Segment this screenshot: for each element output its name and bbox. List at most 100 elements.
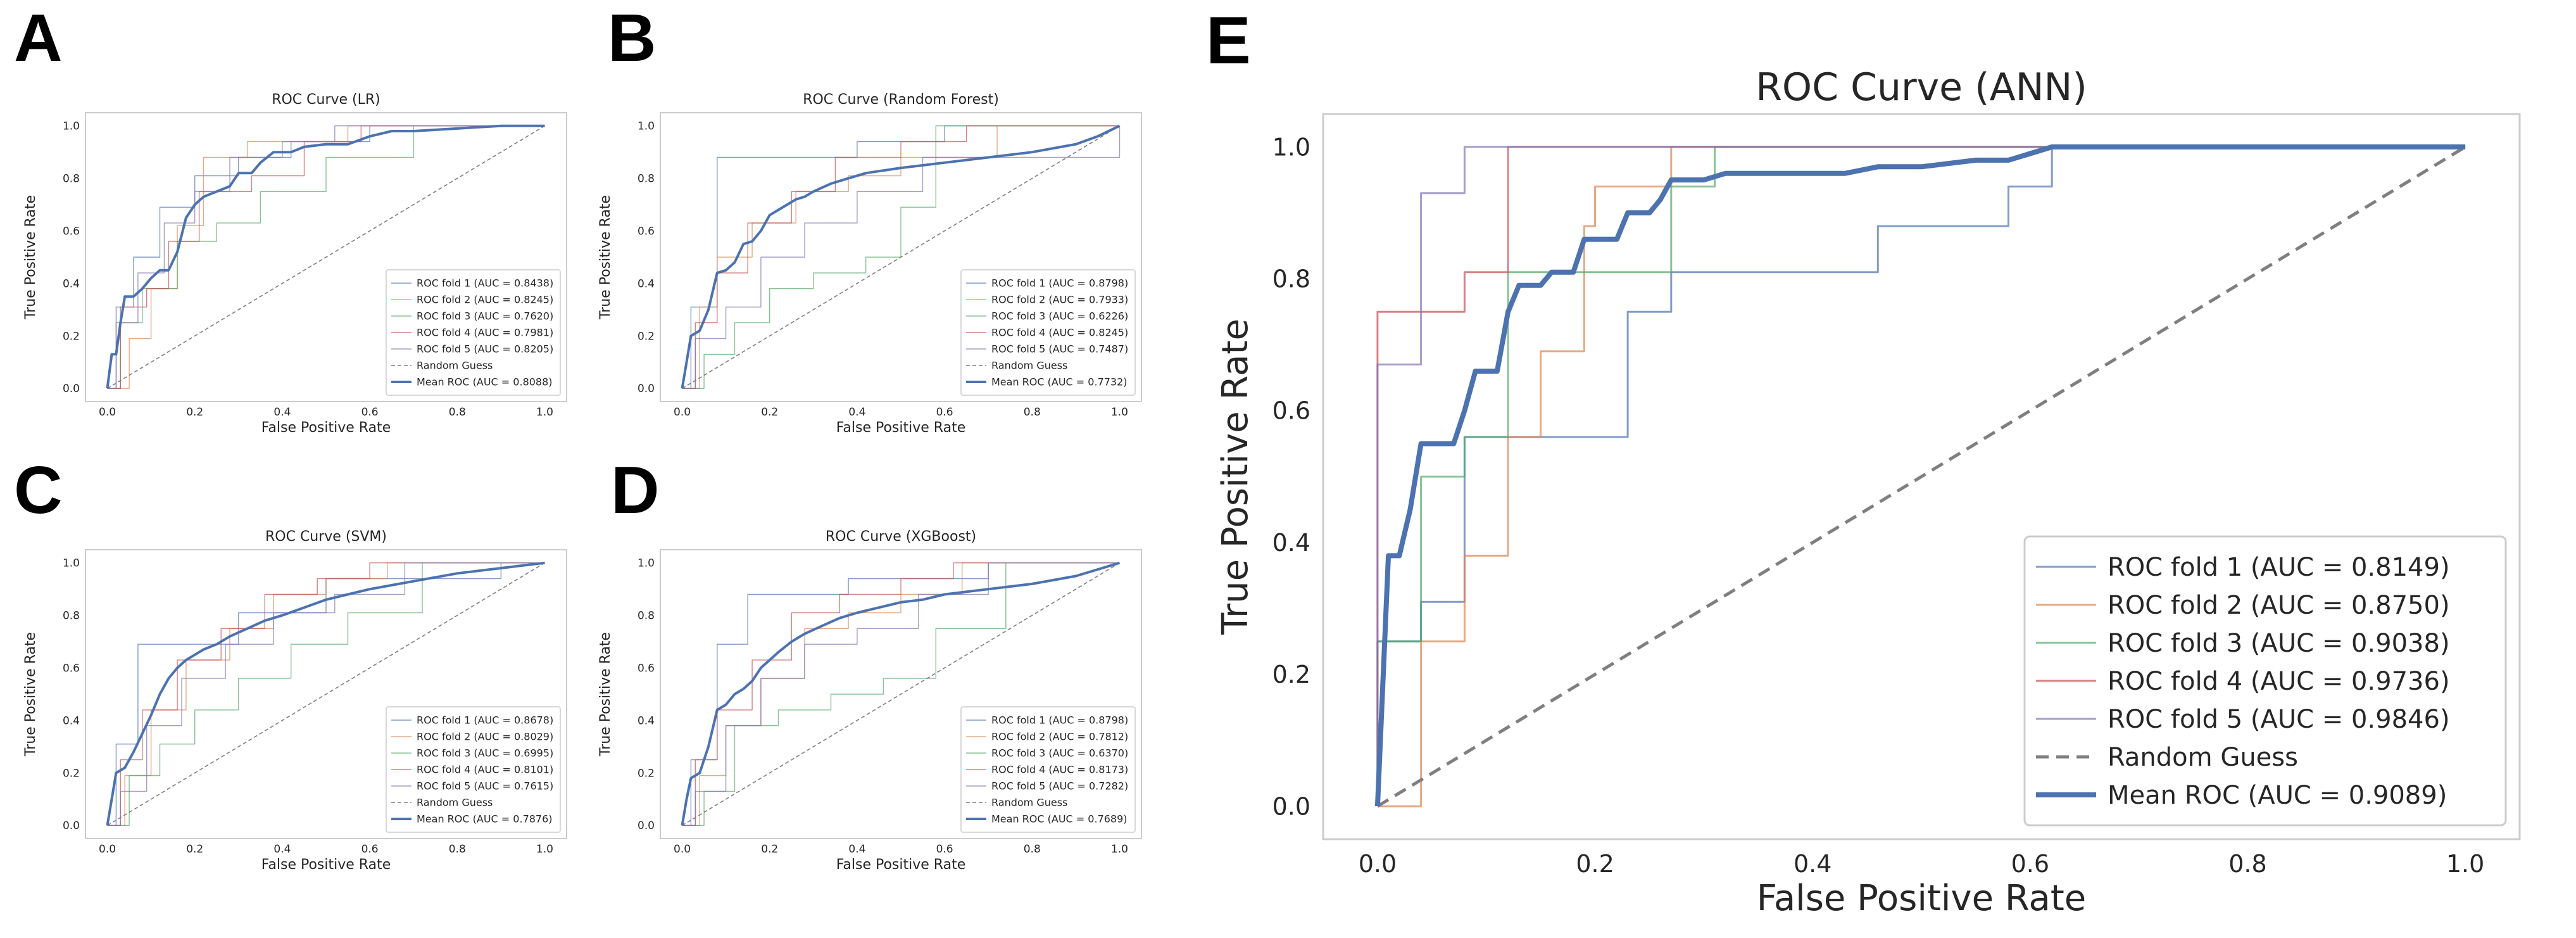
- legend-entry: ROC fold 4 (AUC = 0.8173): [991, 764, 1128, 776]
- x-tick-label: 1.0: [536, 843, 553, 856]
- mean-roc-line: [106, 561, 545, 826]
- y-tick-label: 0.4: [1272, 529, 1310, 557]
- x-tick-label: 0.4: [273, 843, 291, 856]
- x-tick-label: 0.8: [2228, 850, 2266, 878]
- random-guess-line: [1376, 145, 2466, 808]
- x-tick-label: 0.2: [186, 843, 203, 856]
- y-tick-label: 0.8: [638, 610, 655, 623]
- legend-entry: ROC fold 1 (AUC = 0.8438): [417, 277, 553, 289]
- y-tick-label: 0.4: [638, 714, 655, 727]
- x-tick-label: 0.6: [936, 843, 953, 856]
- y-axis-label: True Positive Rate: [23, 632, 39, 757]
- y-tick-label: 0.6: [638, 662, 655, 675]
- x-tick-label: 0.4: [848, 406, 865, 419]
- legend-box: [960, 269, 1136, 396]
- random-guess-line: [107, 562, 545, 826]
- y-tick-label: 0.2: [63, 767, 80, 780]
- panel-c: ROC Curve (SVM) 0.0 0.2 0.4 0.6 0.8 1.0 0.0 0.2 0…: [23, 529, 567, 873]
- y-tick-label: 1.0: [63, 120, 80, 133]
- y-tick-label: 0.2: [638, 767, 655, 780]
- x-axis-label: False Positive Rate: [261, 857, 391, 873]
- x-tick-label: 1.0: [1111, 843, 1128, 856]
- random-guess-line: [682, 562, 1120, 826]
- y-tick-label: 0.0: [1272, 792, 1310, 820]
- y-tick-label: 0.2: [1272, 661, 1310, 688]
- legend-entry: ROC fold 5 (AUC = 0.8205): [417, 343, 553, 355]
- roc-fold-5-line: [682, 125, 1121, 389]
- y-tick-label: 0.2: [638, 330, 655, 343]
- legend-entry: ROC fold 4 (AUC = 0.9736): [2108, 667, 2450, 696]
- x-tick-label: 0.2: [1576, 850, 1614, 878]
- y-axis-label: True Positive Rate: [1215, 319, 1256, 635]
- chart-title: ROC Curve (Random Forest): [803, 92, 999, 108]
- legend-entry: ROC fold 5 (AUC = 0.7615): [417, 780, 553, 792]
- x-tick-label: 0.8: [1024, 843, 1041, 856]
- legend-entry: Random Guess: [991, 360, 1067, 372]
- y-tick-label: 0.0: [638, 383, 655, 395]
- y-tick-label: 1.0: [638, 120, 655, 133]
- x-tick-label: 0.6: [361, 406, 379, 419]
- legend-entry: ROC fold 3 (AUC = 0.9038): [2108, 629, 2450, 658]
- legend-entry: Random Guess: [417, 360, 493, 372]
- mean-roc-line: [681, 561, 1121, 826]
- legend-entry: ROC fold 1 (AUC = 0.8798): [991, 714, 1128, 726]
- panel-letter-c: C: [14, 453, 63, 528]
- legend-entry: ROC fold 4 (AUC = 0.7981): [417, 327, 553, 339]
- y-tick-label: 1.0: [63, 557, 80, 570]
- x-tick-label: 0.8: [449, 843, 466, 856]
- x-tick-label: 0.6: [936, 406, 953, 419]
- mean-roc-line: [106, 124, 545, 389]
- x-axis-label: False Positive Rate: [1757, 878, 2086, 919]
- legend-entry: ROC fold 1 (AUC = 0.8798): [991, 277, 1128, 289]
- roc-fold-5-line: [1376, 146, 2466, 806]
- x-tick-label: 0.0: [674, 406, 691, 419]
- legend-entry: ROC fold 1 (AUC = 0.8149): [2108, 553, 2450, 582]
- x-tick-label: 0.4: [273, 406, 291, 419]
- legend-entry: ROC fold 2 (AUC = 0.8029): [417, 731, 553, 743]
- legend-entry: ROC fold 2 (AUC = 0.7812): [991, 731, 1128, 743]
- legend-entry: ROC fold 5 (AUC = 0.7282): [991, 780, 1128, 792]
- panel-letter-b: B: [608, 1, 657, 75]
- legend-entry: ROC fold 2 (AUC = 0.8750): [2108, 591, 2450, 620]
- panel-letter-d: D: [611, 453, 660, 528]
- legend-entry: Mean ROC (AUC = 0.7876): [417, 813, 553, 825]
- roc-fold-5-line: [107, 562, 545, 827]
- x-tick-label: 0.0: [99, 843, 116, 856]
- mean-roc-line: [1374, 144, 2466, 807]
- x-tick-label: 0.8: [449, 406, 466, 419]
- y-tick-label: 0.8: [63, 173, 80, 186]
- legend-entry: ROC fold 3 (AUC = 0.6226): [991, 310, 1128, 322]
- legend-entry: Random Guess: [2108, 743, 2298, 772]
- y-tick-label: 0.2: [63, 330, 80, 343]
- x-tick-label: 0.4: [848, 843, 865, 856]
- x-tick-label: 0.2: [186, 406, 203, 419]
- roc-fold-3-line: [107, 562, 545, 827]
- y-tick-label: 0.6: [1272, 397, 1310, 425]
- panel-b: ROC Curve (Random Forest) 0.0 0.2 0.4 0.6 0.8…: [598, 92, 1142, 436]
- y-tick-label: 0.4: [638, 277, 655, 290]
- x-tick-label: 0.2: [761, 843, 778, 856]
- legend-entry: ROC fold 5 (AUC = 0.9846): [2108, 705, 2450, 734]
- panel-d: ROC Curve (XGBoost) 0.0 0.2 0.4 0.6 0.8 1.0 0.0…: [598, 529, 1142, 873]
- mean-roc-line: [681, 124, 1121, 389]
- y-tick-label: 0.0: [63, 820, 80, 832]
- legend-entry: ROC fold 3 (AUC = 0.7620): [417, 310, 553, 322]
- y-tick-label: 0.0: [63, 383, 80, 395]
- chart-title: ROC Curve (SVM): [265, 529, 387, 545]
- x-tick-label: 0.2: [761, 406, 778, 419]
- y-tick-label: 0.4: [63, 277, 80, 290]
- y-tick-label: 1.0: [1272, 133, 1310, 161]
- roc-fold-3-line: [682, 125, 1120, 389]
- legend-entry: Mean ROC (AUC = 0.8088): [417, 376, 553, 388]
- roc-fold-4-line: [107, 562, 545, 827]
- y-axis-label: True Positive Rate: [598, 195, 613, 320]
- x-axis-label: False Positive Rate: [836, 420, 965, 436]
- legend-box: [2023, 535, 2507, 827]
- y-tick-label: 0.8: [1272, 265, 1310, 293]
- x-tick-label: 0.0: [1359, 850, 1397, 878]
- roc-fold-2-line: [1377, 146, 2466, 808]
- x-tick-label: 0.6: [2011, 850, 2049, 878]
- x-tick-label: 1.0: [536, 406, 553, 419]
- y-tick-label: 0.0: [638, 820, 655, 832]
